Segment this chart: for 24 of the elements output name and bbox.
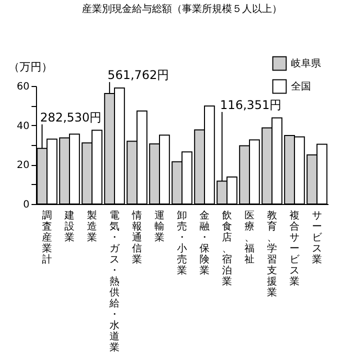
legend-label: 全国 [291, 80, 311, 92]
category-label: 電気・ガス・熱供給・水道業 [110, 210, 120, 354]
x-tick-label: 複合サービス業 [289, 210, 300, 288]
x-tick-label: 金融・保険業 [199, 210, 210, 276]
x-tick-label: 飲食店、宿泊業 [222, 210, 232, 288]
y-tick-label: 60 [16, 82, 30, 92]
annotation: 561,762円 [108, 68, 170, 82]
x-tick-label: 医療、福祉 [244, 210, 254, 266]
y-tick-label: 40 [16, 120, 30, 132]
x-tick-label: サービス業 [312, 210, 323, 266]
chart-title: 産業別現金給与総額（事業所規模５人以上） [82, 3, 282, 15]
legend-label: 岐阜県 [291, 58, 321, 70]
annotation: 282,530円 [40, 110, 102, 124]
x-tick-label: 運輸業 [154, 210, 165, 244]
x-tick-label: 卸売・小売業 [177, 210, 187, 276]
y-axis-title: （万円） [8, 60, 52, 74]
x-tick-label: 建設業 [64, 210, 75, 244]
x-tick-label: 教育、学習支援業 [266, 210, 277, 298]
y-tick-label: 20 [16, 160, 30, 172]
x-tick-label: 製造業 [87, 210, 98, 244]
y-tick-label: 0 [23, 200, 30, 210]
x-tick-label: 調査産業計 [42, 210, 52, 266]
annotation: 116,351円 [220, 98, 282, 112]
x-tick-label: 情報通信業 [131, 210, 142, 266]
